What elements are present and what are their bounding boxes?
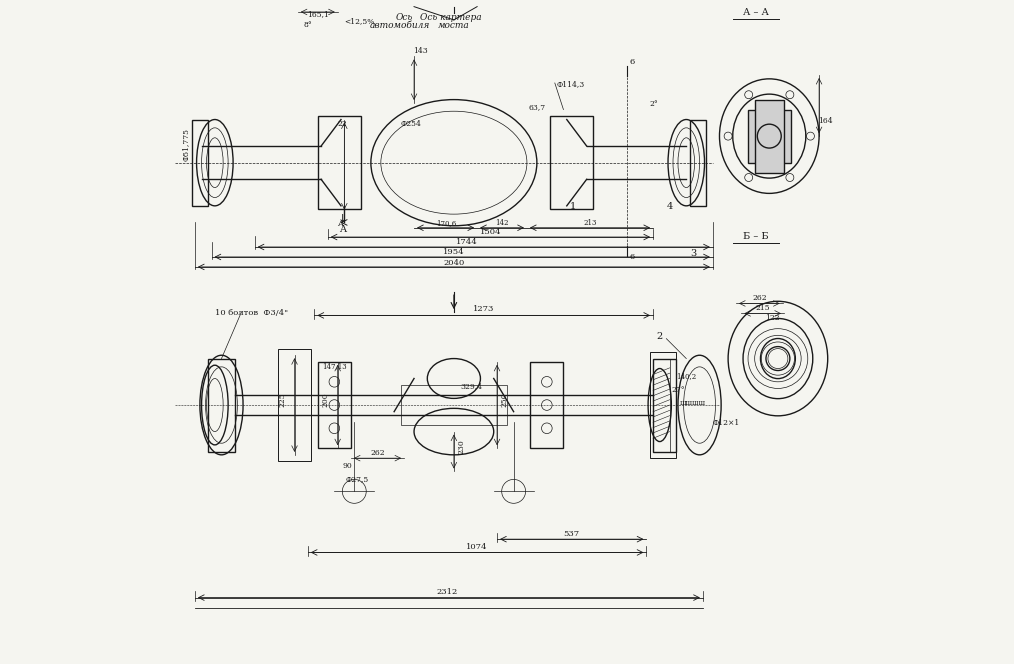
Text: Б – Б: Б – Б [743, 232, 769, 241]
Text: Ось картера: Ось картера [420, 13, 482, 22]
Text: 2040: 2040 [443, 259, 464, 267]
Text: 147,13: 147,13 [322, 363, 347, 371]
Text: 2°: 2° [650, 100, 658, 108]
Text: 170,6: 170,6 [436, 219, 456, 227]
Text: Ф114,3: Ф114,3 [557, 80, 585, 88]
Text: 8°: 8° [303, 21, 312, 29]
Text: 230: 230 [457, 439, 465, 454]
Text: Ф254: Ф254 [401, 120, 421, 128]
Text: Ф27,5: Ф27,5 [346, 475, 369, 483]
Text: 225: 225 [279, 392, 287, 407]
Text: 63,7: 63,7 [528, 104, 546, 112]
Bar [278, 349, 311, 461]
Text: 6: 6 [630, 58, 635, 66]
Text: 537: 537 [564, 530, 579, 538]
Text: 90: 90 [343, 462, 353, 470]
Text: Ф12×1: Ф12×1 [713, 419, 740, 427]
Text: 262: 262 [752, 294, 767, 302]
Text: 22: 22 [338, 120, 348, 128]
Text: шшшш: шшшш [679, 399, 706, 407]
Text: <12,5%: <12,5% [345, 17, 375, 25]
Text: 1504: 1504 [480, 228, 501, 236]
Text: 1074: 1074 [466, 543, 488, 551]
Text: 10 болтов  Ф3/4": 10 болтов Ф3/4" [215, 309, 288, 317]
Text: 2: 2 [657, 331, 663, 341]
Text: 2312: 2312 [437, 588, 458, 596]
Text: 200: 200 [321, 392, 330, 407]
Text: 1744: 1744 [456, 238, 478, 246]
Text: 1273: 1273 [474, 305, 495, 313]
Bar [690, 120, 706, 206]
Text: 4: 4 [666, 202, 673, 211]
Text: Ф51,775: Ф51,775 [182, 128, 190, 161]
Text: 143: 143 [414, 47, 428, 55]
Bar [317, 116, 361, 209]
Bar [317, 362, 351, 448]
Text: A: A [339, 225, 346, 234]
Bar [748, 110, 791, 163]
Text: 1954: 1954 [443, 248, 464, 256]
Text: 27°: 27° [671, 386, 685, 394]
Text: 262: 262 [370, 449, 385, 457]
Text: моста: моста [438, 21, 469, 30]
Bar [650, 352, 676, 458]
Text: 3: 3 [690, 248, 696, 258]
Bar [653, 359, 676, 452]
Bar [401, 385, 507, 425]
Text: A: A [337, 220, 343, 228]
Text: 142: 142 [495, 219, 508, 227]
Text: А – А: А – А [743, 7, 769, 17]
Bar [192, 120, 208, 206]
Text: автомобиля: автомобиля [369, 21, 430, 30]
Text: 1: 1 [570, 202, 577, 211]
Bar [754, 100, 784, 173]
Text: 122: 122 [766, 314, 780, 322]
Bar [530, 362, 564, 448]
Text: 164: 164 [817, 117, 832, 125]
Text: Ось: Ось [395, 13, 413, 22]
Text: 213: 213 [583, 219, 596, 227]
Text: 250: 250 [500, 392, 508, 407]
Text: 215: 215 [755, 304, 770, 312]
Text: 165,1: 165,1 [307, 11, 329, 19]
Text: 140,2: 140,2 [676, 373, 697, 380]
Bar [551, 116, 593, 209]
Text: ↓: ↓ [338, 214, 347, 224]
Bar [208, 359, 235, 452]
Text: 329,4: 329,4 [460, 382, 483, 390]
Text: 6: 6 [630, 253, 635, 261]
